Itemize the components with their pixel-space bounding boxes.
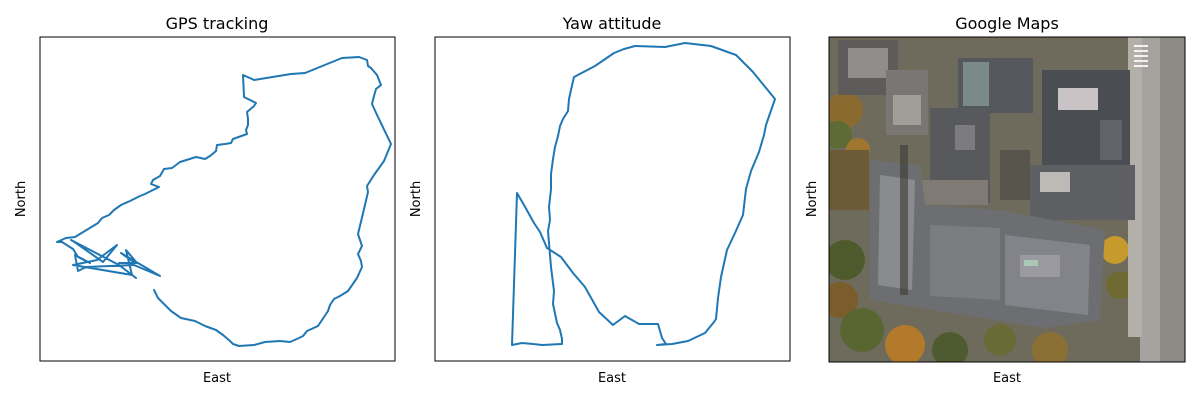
google-maps-frame — [828, 36, 1186, 363]
google-maps-xlabel: East — [993, 371, 1021, 386]
gps-tracking-title: GPS tracking — [166, 14, 269, 33]
gps-tracking-line — [56, 56, 392, 347]
tree-canopy — [829, 92, 1180, 362]
yaw-attitude-line — [511, 42, 776, 346]
gps-tracking-ylabel: North — [14, 181, 29, 217]
yaw-attitude-title: Yaw attitude — [562, 14, 662, 33]
yaw-attitude-xlabel: East — [598, 371, 626, 386]
satellite-image — [829, 37, 1185, 362]
gps-tracking-xlabel: East — [203, 371, 231, 386]
yaw-attitude-frame — [434, 36, 791, 362]
yaw-attitude-ylabel: North — [409, 181, 424, 217]
gps-tracking-panel: GPS tracking East North — [14, 14, 396, 386]
gps-tracking-frame — [39, 36, 396, 362]
google-maps-panel: Google Maps — [805, 14, 1186, 386]
google-maps-ylabel: North — [805, 181, 820, 217]
google-maps-title: Google Maps — [955, 14, 1059, 33]
road — [1140, 37, 1160, 362]
yaw-attitude-panel: Yaw attitude East North — [409, 14, 791, 386]
